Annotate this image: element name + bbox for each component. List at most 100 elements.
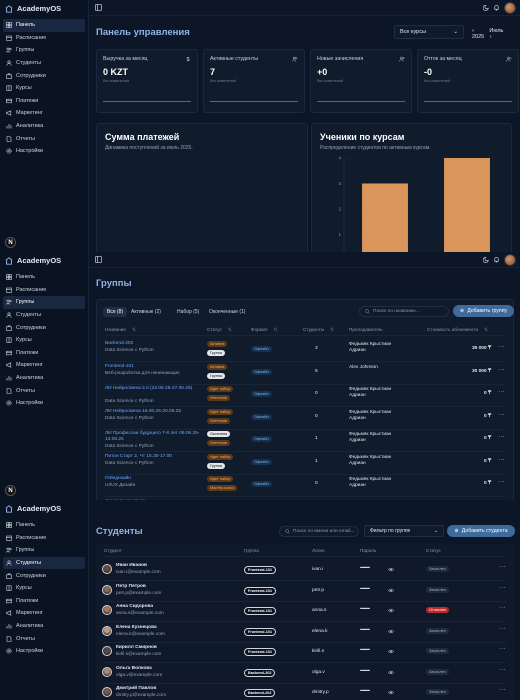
sidebar-item-students[interactable]: Студенты xyxy=(3,309,85,322)
table-row[interactable]: Питон Старт 2, Чт 15.30-17.00 Data Scienc… xyxy=(97,452,513,474)
sidebar-item-analytics[interactable]: Аналитика xyxy=(3,372,85,385)
sidebar-item-dashboard[interactable]: Панель xyxy=(3,519,85,532)
column-header[interactable]: Формат ⇅ xyxy=(251,327,278,333)
student-name[interactable]: Дмитрий Павлов xyxy=(116,686,157,691)
sidebar-item-settings[interactable]: Настройки xyxy=(3,397,85,410)
sidebar-item-staff[interactable]: Сотрудники xyxy=(3,69,85,82)
sidebar-toggle-icon[interactable] xyxy=(95,256,102,263)
sidebar-item-marketing[interactable]: Маркетинг xyxy=(3,107,85,120)
column-header[interactable]: Название ⇅ xyxy=(105,327,136,333)
row-more-icon[interactable]: ··· xyxy=(499,666,506,673)
row-more-icon[interactable]: ··· xyxy=(498,434,505,440)
sidebar-item-analytics[interactable]: Аналитика xyxy=(3,120,85,133)
eye-icon[interactable] xyxy=(388,670,394,675)
column-header[interactable]: Студенты ⇅ xyxy=(303,327,334,333)
sidebar-item-payments[interactable]: Платежи xyxy=(3,595,85,608)
row-more-icon[interactable]: ··· xyxy=(499,646,506,652)
profile-photo[interactable] xyxy=(504,2,516,14)
table-row[interactable]: ЛИ Профессии будущего 7-8 лет 09.06.25-1… xyxy=(97,429,513,451)
column-header[interactable]: Статус ⇅ xyxy=(207,327,232,333)
sidebar-item-courses[interactable]: Курсы xyxy=(3,82,85,95)
sidebar-item-payments[interactable]: Платежи xyxy=(3,95,85,108)
table-row[interactable]: Елена Кузнецова elena.k@example.com Fronte… xyxy=(96,622,514,642)
table-row[interactable]: Ольга Волкова olga.v@example.com Backend-2… xyxy=(96,663,514,683)
sidebar-item-calendar[interactable]: Расписание xyxy=(3,532,85,545)
notifications-bell-icon[interactable] xyxy=(493,4,500,11)
sidebar-item-dashboard[interactable]: Панель xyxy=(3,271,85,284)
sidebar-item-staff[interactable]: Сотрудники xyxy=(3,321,85,334)
table-row[interactable]: Frontend-101 Веб-разработка для начинающи… xyxy=(97,362,513,384)
sidebar-item-reports[interactable]: Отчеты xyxy=(3,384,85,397)
eye-icon[interactable] xyxy=(388,690,394,695)
sidebar-item-groups[interactable]: Группы xyxy=(3,44,85,57)
table-row[interactable]: Backend-202 Data Science с Python Активна Г… xyxy=(97,339,513,361)
student-name[interactable]: Иван Иванов xyxy=(116,563,148,568)
row-more-icon[interactable]: ··· xyxy=(498,344,505,350)
brand[interactable]: AcademyOS xyxy=(0,0,88,17)
table-row[interactable]: ЛИ Нейросмена 2.0 (23.06.25-27.06.25) Dat… xyxy=(97,384,513,406)
group-name-link[interactable]: Frontend-101 xyxy=(105,363,134,369)
sidebar-item-marketing[interactable]: Маркетинг xyxy=(3,359,85,372)
row-more-icon[interactable]: ··· xyxy=(499,687,506,693)
row-more-icon[interactable]: ··· xyxy=(498,479,505,485)
group-name-link[interactable]: ЛИ Нейросмена 16.06.25-20.06.25 xyxy=(105,408,182,414)
tab-filter-2[interactable]: Набор (5) xyxy=(177,309,200,315)
column-header[interactable]: Стоимость абонемента ⇅ xyxy=(427,327,488,333)
sidebar-item-students[interactable]: Студенты xyxy=(3,556,85,570)
students-search-input[interactable]: Поиск по имени или email... xyxy=(279,526,359,537)
group-name-link[interactable]: ЛИ Профессии будущего 7-8 лет 09.06.25-1… xyxy=(105,431,200,442)
sidebar-toggle-icon[interactable] xyxy=(95,4,102,11)
group-name-link[interactable]: ЛИ Нейросмена 2.0 (23.06.25-27.06.25) xyxy=(105,386,193,391)
notifications-bell-icon[interactable] xyxy=(493,256,500,263)
course-select[interactable]: Все курсы ⌄ xyxy=(394,25,464,39)
bar-0[interactable] xyxy=(362,183,408,253)
sidebar-item-groups[interactable]: Группы xyxy=(3,544,85,557)
group-name-link[interactable]: ЛИ 16.06.25-20.06... xyxy=(105,499,149,500)
row-more-icon[interactable]: ··· xyxy=(499,605,506,611)
sidebar-item-reports[interactable]: Отчеты xyxy=(3,632,85,645)
profile-photo[interactable] xyxy=(504,254,516,266)
sidebar-item-analytics[interactable]: Аналитика xyxy=(3,620,85,633)
tab-filter-3[interactable]: Оконченные (1) xyxy=(209,309,246,315)
student-name[interactable]: Кирилл Смирнов xyxy=(116,645,157,650)
table-row[interactable]: Анна Сидорова anna.s@example.com Frontend-… xyxy=(96,601,514,621)
row-more-icon[interactable]: ··· xyxy=(499,625,506,632)
row-more-icon[interactable]: ··· xyxy=(498,411,505,418)
group-name-link[interactable]: Backend-202 xyxy=(105,341,134,346)
sidebar-item-courses[interactable]: Курсы xyxy=(3,582,85,595)
student-name[interactable]: Анна Сидорова xyxy=(116,604,154,609)
group-filter-select[interactable]: Фильтр по группе ⌄ xyxy=(364,525,444,537)
eye-icon[interactable] xyxy=(388,608,394,613)
eye-icon[interactable] xyxy=(388,567,394,572)
sidebar-item-payments[interactable]: Платежи xyxy=(3,347,85,360)
theme-toggle-icon[interactable] xyxy=(483,4,490,11)
bar-1[interactable] xyxy=(444,158,490,252)
sidebar-item-settings[interactable]: Настройки xyxy=(3,645,85,658)
tab-filter-1[interactable]: Активные (2) xyxy=(131,309,161,315)
theme-toggle-icon[interactable] xyxy=(483,256,490,263)
sidebar-item-reports[interactable]: Отчеты xyxy=(3,132,85,145)
table-row[interactable]: Кирилл Смирнов kirill.s@example.com Fronte… xyxy=(96,642,514,662)
row-more-icon[interactable]: ··· xyxy=(499,564,506,570)
tab-filter-0[interactable]: Все (8) xyxy=(103,307,128,317)
row-more-icon[interactable]: ··· xyxy=(498,366,505,373)
table-row[interactable]: Дмитрий Павлов dmitry.p@example.com Backen… xyxy=(96,683,514,700)
sidebar-item-dashboard[interactable]: Панель xyxy=(3,19,85,32)
eye-icon[interactable] xyxy=(388,629,394,634)
table-row[interactable]: ЛИ Нейросмена 16.06.25-20.06.25 Data Scie… xyxy=(97,407,513,429)
sidebar-item-students[interactable]: Студенты xyxy=(3,57,85,70)
eye-icon[interactable] xyxy=(388,588,394,593)
sidebar-item-staff[interactable]: Сотрудники xyxy=(3,569,85,582)
row-more-icon[interactable]: ··· xyxy=(498,389,505,395)
groups-search-input[interactable]: Поиск по названию... xyxy=(359,306,449,317)
add-student-button[interactable]: ⊕ Добавить студента xyxy=(447,525,515,537)
row-more-icon[interactable]: ··· xyxy=(499,584,506,591)
student-name[interactable]: Петр Петров xyxy=(116,583,146,589)
group-name-link[interactable]: Гейндизайн xyxy=(105,476,131,481)
sidebar-item-settings[interactable]: Настройки xyxy=(3,145,85,158)
brand[interactable]: AcademyOS xyxy=(0,500,88,517)
sidebar-item-calendar[interactable]: Расписание xyxy=(3,284,85,297)
sidebar-item-groups[interactable]: Группы xyxy=(3,296,85,309)
add-group-button[interactable]: ⊕ Добавить группу xyxy=(453,305,514,317)
table-row[interactable]: Петр Петров petr.p@example.com Frontend-10… xyxy=(96,581,514,601)
